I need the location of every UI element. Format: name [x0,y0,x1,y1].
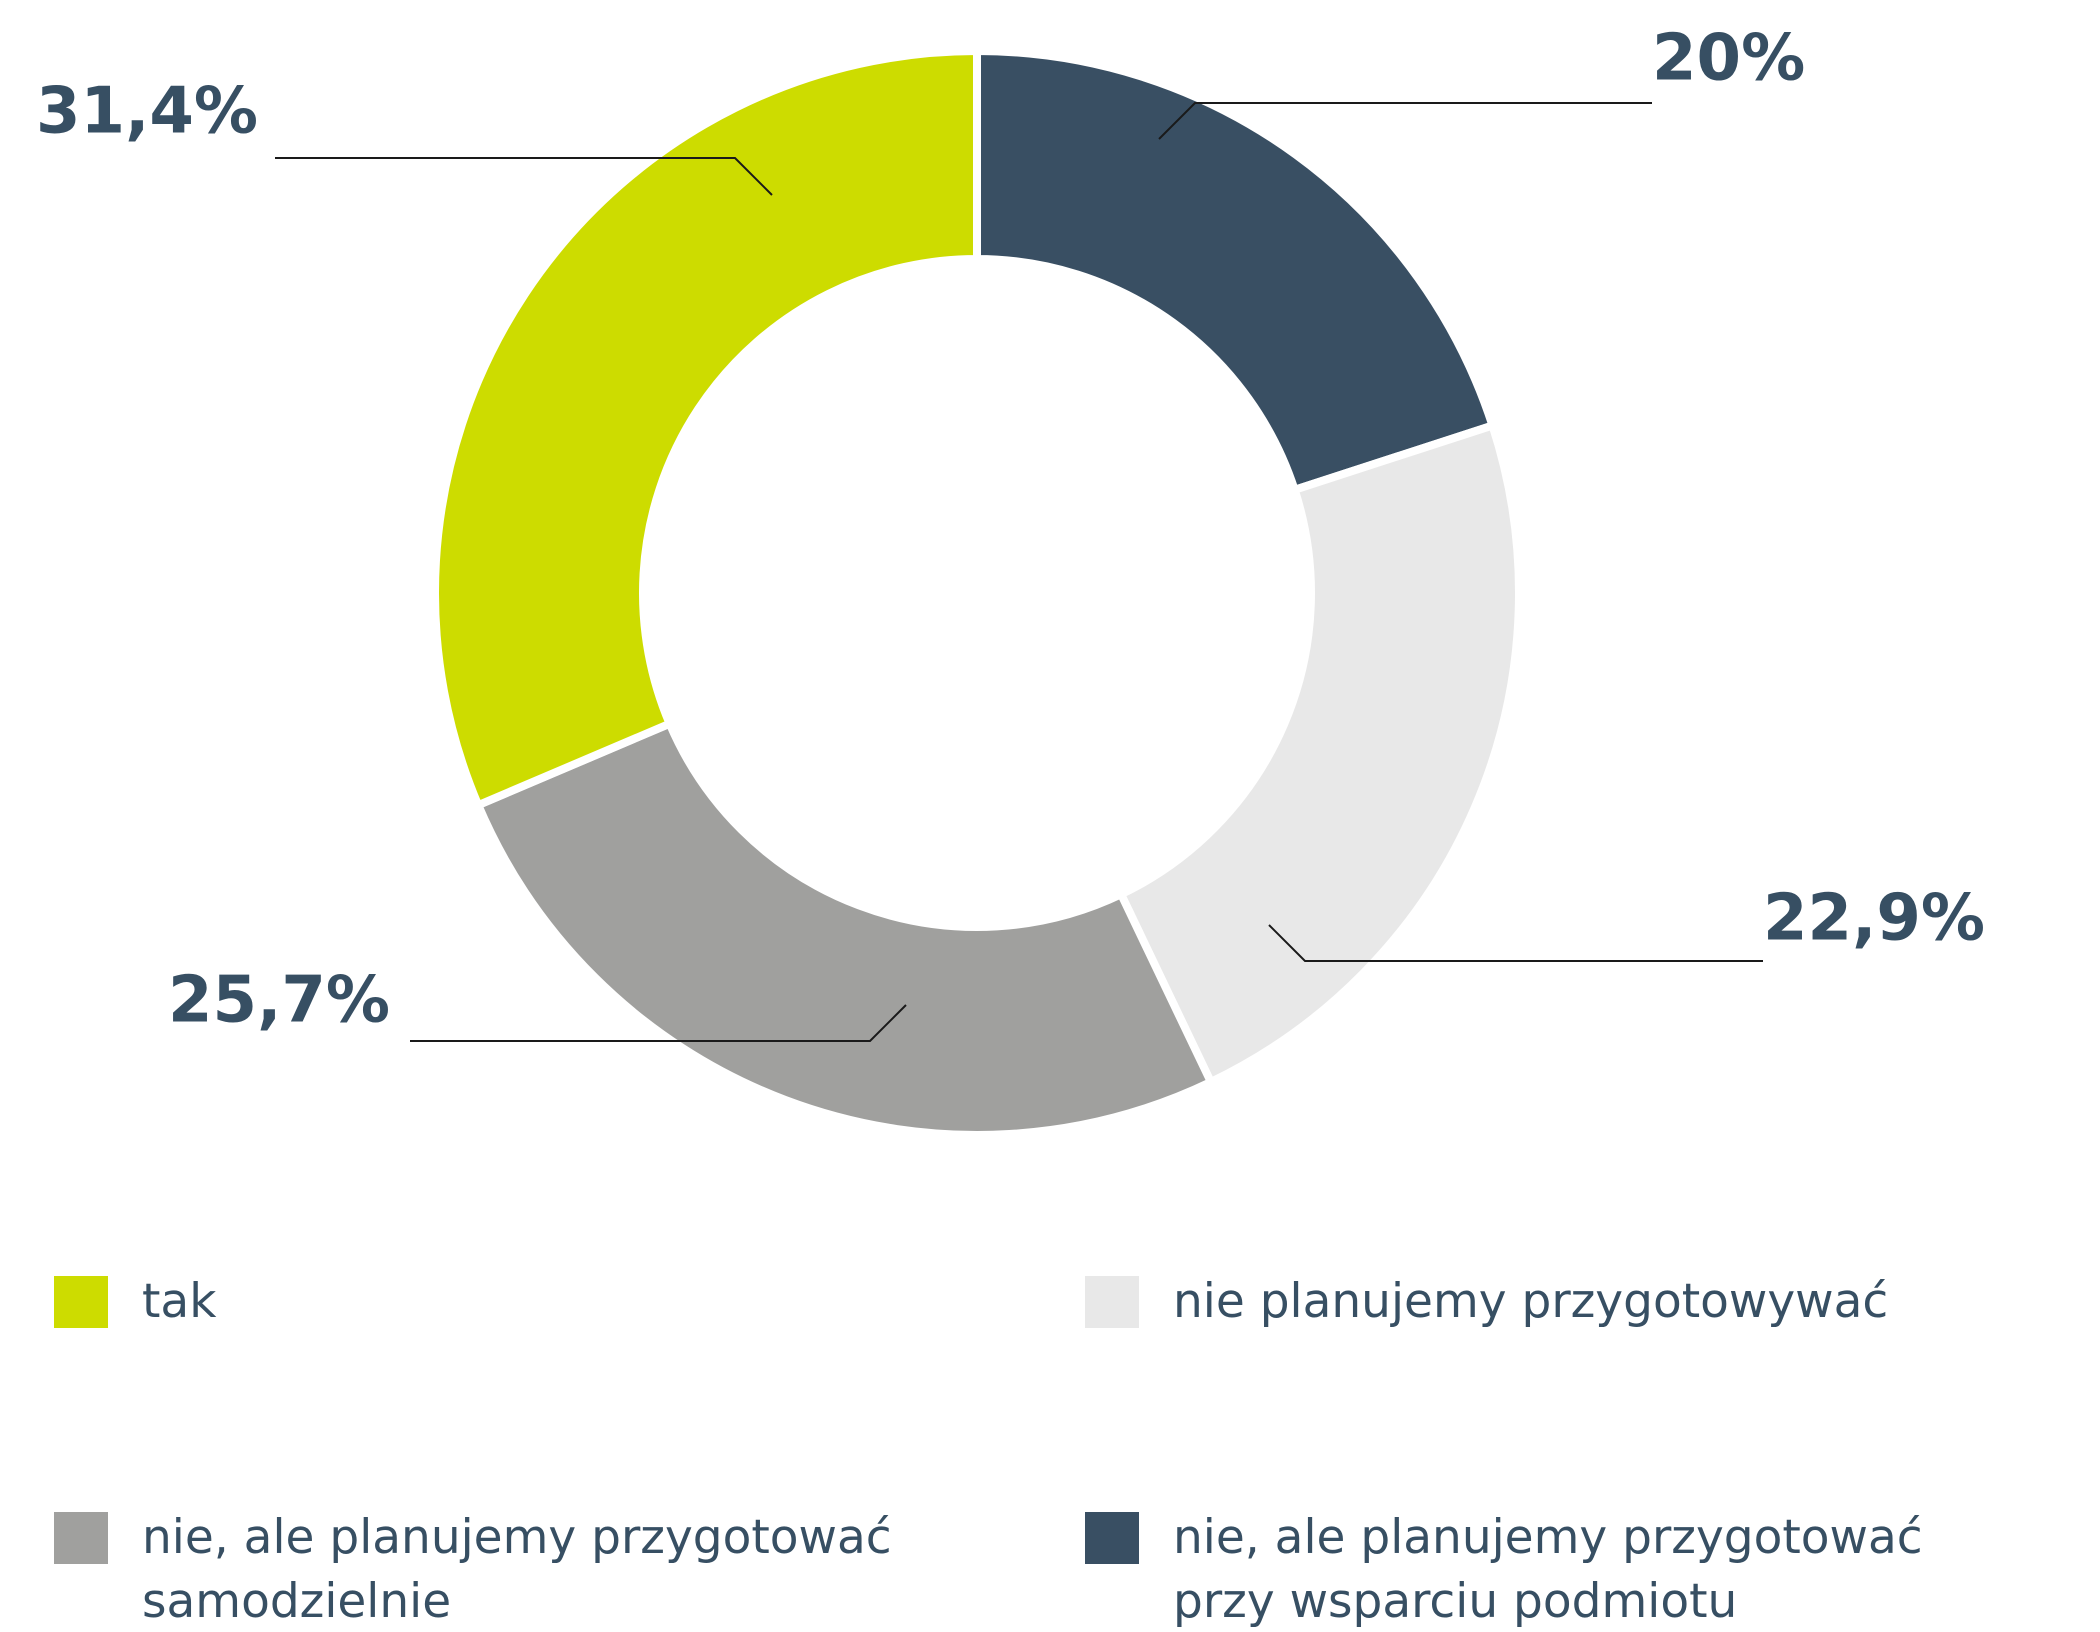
legend-swatch [1085,1512,1139,1564]
value-label: 22,9% [1763,882,1985,956]
leader-line [1268,924,1763,962]
legend-item: nie planujemy przygotowywać [1085,1274,2005,1334]
legend-item: nie, ale planujemy przygotować samodziel… [54,1510,914,1632]
legend-swatch [54,1276,108,1328]
legend-label: nie, ale planujemy przygotować samodziel… [142,1510,892,1629]
legend-item: tak [54,1274,914,1334]
legend-item: nie, ale planujemy przygotować przy wspa… [1085,1510,2005,1632]
legend-label: tak [142,1274,217,1329]
leader-line [410,1004,907,1042]
value-label: 31,4% [36,75,258,149]
donut-segment [472,718,1217,1139]
value-label: 25,7% [168,964,390,1038]
leader-line [275,157,773,196]
leader-line [1158,102,1652,140]
legend-label: nie planujemy przygotowywać [1173,1274,1889,1329]
legend-swatch [54,1512,108,1564]
donut-segment [973,46,1498,495]
donut-segment [431,46,981,811]
legend-label: nie, ale planujemy przygotować przy wspa… [1173,1510,1923,1629]
donut-segment [1115,420,1523,1088]
legend-swatch [1085,1276,1139,1328]
value-label: 20% [1652,22,1805,96]
